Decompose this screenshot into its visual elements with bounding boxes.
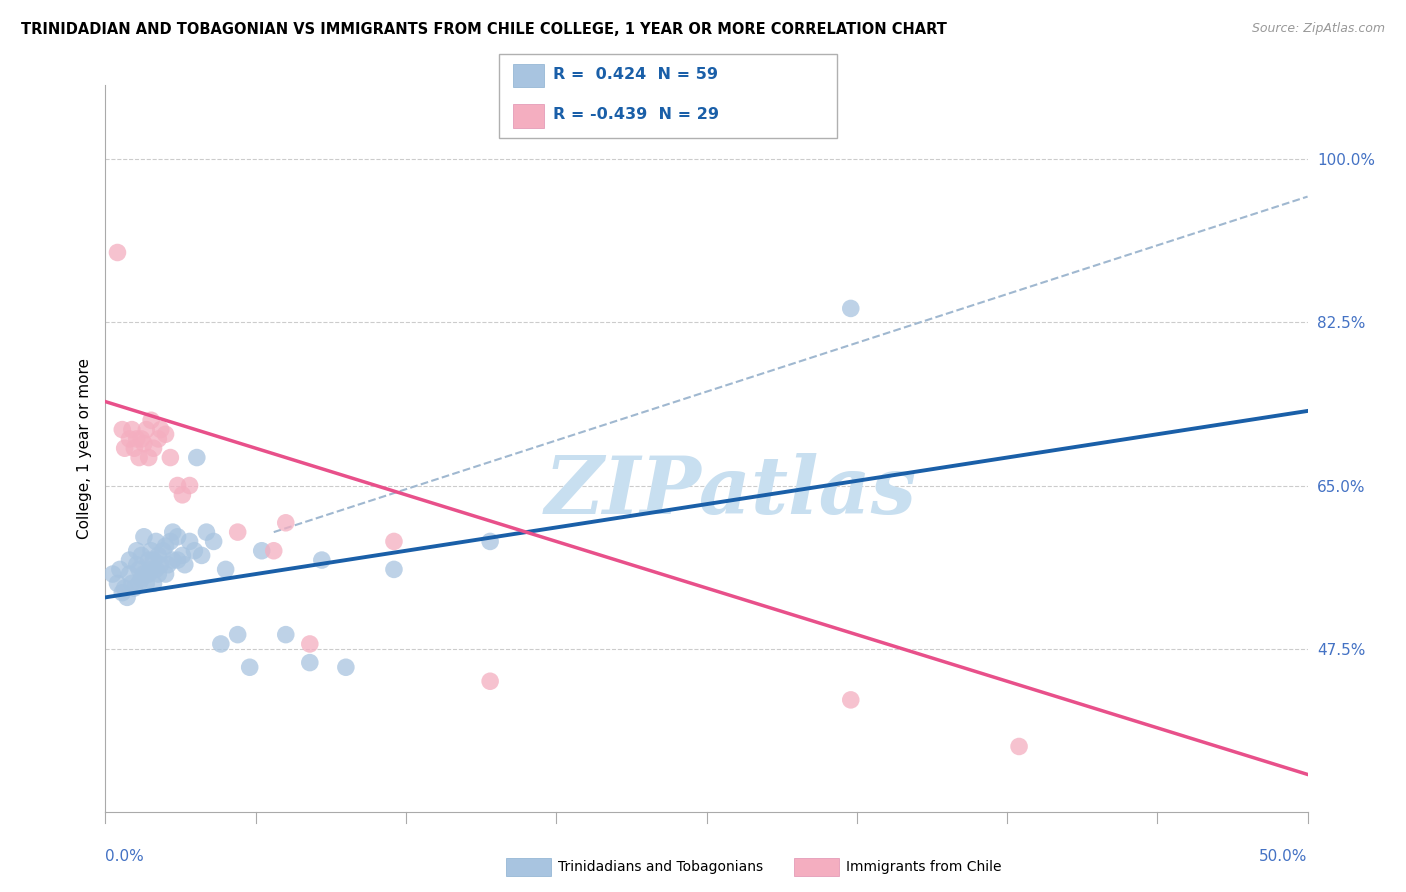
Point [149, 558, 172, 572]
Point [263, 543, 285, 558]
Point [186, 450, 208, 465]
Point [135, 576, 157, 591]
Point [190, 549, 212, 563]
Point [214, 562, 236, 576]
Point [121, 576, 143, 591]
Point [145, 562, 167, 576]
Point [131, 572, 153, 586]
Point [159, 534, 181, 549]
Point [152, 543, 174, 558]
Point [124, 442, 146, 456]
Point [298, 656, 321, 670]
Point [274, 627, 297, 641]
Point [132, 530, 155, 544]
Point [166, 553, 188, 567]
Point [195, 525, 218, 540]
Point [125, 558, 148, 572]
Point [479, 534, 502, 549]
Point [142, 576, 165, 591]
Point [162, 525, 184, 540]
Point [142, 442, 165, 456]
Point [335, 660, 357, 674]
Point [166, 530, 188, 544]
Point [149, 423, 172, 437]
Point [111, 423, 134, 437]
Point [138, 450, 160, 465]
Point [162, 553, 184, 567]
Point [139, 543, 162, 558]
Text: 0.0%: 0.0% [105, 849, 145, 864]
Point [124, 581, 146, 595]
Point [108, 562, 131, 576]
Point [139, 413, 162, 427]
Point [131, 549, 153, 563]
Text: R = -0.439  N = 29: R = -0.439 N = 29 [553, 107, 718, 121]
Point [1008, 739, 1031, 754]
Text: 50.0%: 50.0% [1260, 849, 1308, 864]
Point [311, 553, 333, 567]
Point [128, 450, 150, 465]
Point [132, 436, 155, 450]
Point [107, 576, 129, 591]
Point [107, 245, 129, 260]
Point [172, 488, 194, 502]
Point [155, 567, 177, 582]
Point [183, 543, 205, 558]
Point [125, 543, 148, 558]
Point [135, 423, 157, 437]
Point [179, 534, 201, 549]
Point [839, 693, 862, 707]
Point [128, 576, 150, 591]
Y-axis label: College, 1 year or more: College, 1 year or more [76, 358, 91, 539]
Text: R =  0.424  N = 59: R = 0.424 N = 59 [553, 67, 717, 81]
Text: TRINIDADIAN AND TOBAGONIAN VS IMMIGRANTS FROM CHILE COLLEGE, 1 YEAR OR MORE CORR: TRINIDADIAN AND TOBAGONIAN VS IMMIGRANTS… [21, 22, 948, 37]
Point [155, 427, 177, 442]
Point [382, 534, 405, 549]
Point [148, 432, 170, 446]
Text: Trinidadians and Tobagonians: Trinidadians and Tobagonians [558, 860, 763, 874]
Point [121, 423, 143, 437]
Point [179, 478, 201, 492]
Point [125, 432, 148, 446]
Text: ZIPatlas: ZIPatlas [544, 453, 917, 531]
Point [382, 562, 405, 576]
Point [118, 432, 141, 446]
Point [156, 558, 179, 572]
Point [250, 543, 273, 558]
Text: Source: ZipAtlas.com: Source: ZipAtlas.com [1251, 22, 1385, 36]
Point [142, 553, 165, 567]
Point [839, 301, 862, 316]
Point [145, 534, 167, 549]
Point [128, 562, 150, 576]
Point [239, 660, 262, 674]
Point [115, 591, 138, 605]
Text: Immigrants from Chile: Immigrants from Chile [846, 860, 1002, 874]
Point [118, 553, 141, 567]
Point [202, 534, 225, 549]
Point [114, 581, 136, 595]
Point [166, 478, 188, 492]
Point [155, 539, 177, 553]
Point [148, 567, 170, 582]
Point [131, 432, 153, 446]
Point [226, 627, 249, 641]
Point [111, 585, 134, 599]
Point [173, 558, 195, 572]
Point [132, 567, 155, 582]
Point [274, 516, 297, 530]
Point [101, 567, 124, 582]
Point [114, 442, 136, 456]
Point [118, 567, 141, 582]
Point [138, 567, 160, 582]
Point [209, 637, 232, 651]
Point [139, 562, 162, 576]
Point [226, 525, 249, 540]
Point [148, 549, 170, 563]
Point [479, 674, 502, 689]
Point [159, 450, 181, 465]
Point [298, 637, 321, 651]
Point [138, 553, 160, 567]
Point [172, 549, 194, 563]
